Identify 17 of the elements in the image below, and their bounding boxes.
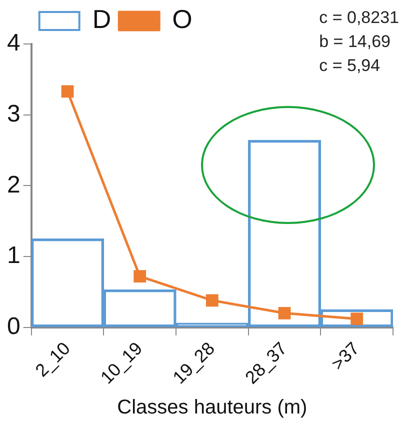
point [61,85,74,98]
y-tick-label: 1 [6,242,20,270]
text: c = 0,8231 [319,7,399,29]
x-axis-title: Classes hauteurs (m) [117,396,308,419]
y-tick-label: 2 [6,171,20,198]
point [134,270,146,283]
point [350,312,364,326]
y-tick-label: 4 [6,30,20,57]
annotation: c = 5,94 [319,55,382,77]
y-tick-label: 3 [6,100,20,128]
legend-label: D [92,4,112,34]
annotation: b = 14,69 [319,31,392,53]
y-tick-label: 0 [6,312,20,340]
legend-label: O [172,4,192,34]
point [206,294,218,307]
point [278,306,291,320]
x-tick-label: >37 [327,338,364,374]
